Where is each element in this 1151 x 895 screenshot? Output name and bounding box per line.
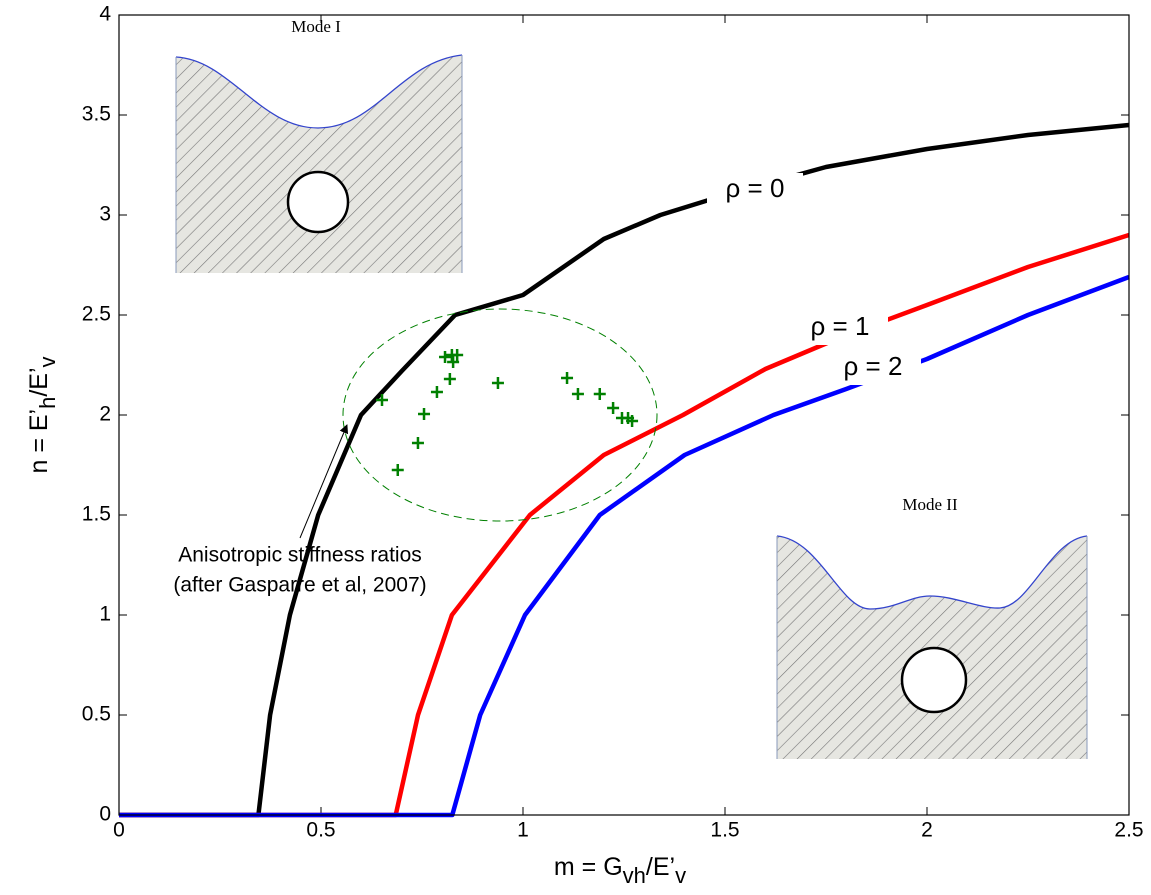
axis-label-part: /E’ bbox=[646, 853, 675, 881]
annotation-arrow bbox=[299, 424, 349, 539]
annotation: Anisotropic stiffness ratios bbox=[178, 544, 422, 567]
inset-mode-2: Mode II bbox=[776, 495, 1088, 759]
line-series bbox=[119, 122, 1130, 818]
x-tick-label: 1.5 bbox=[710, 819, 739, 842]
data-region bbox=[342, 308, 658, 522]
axis-label-part: /E’ bbox=[25, 367, 53, 396]
axis-label-part: n = E’ bbox=[25, 409, 53, 474]
scatter-point bbox=[430, 386, 443, 398]
y-tick-label: 3 bbox=[99, 203, 111, 226]
series-label: ρ = 0 bbox=[726, 173, 785, 203]
label-background bbox=[707, 173, 803, 207]
axis-label-part: m = G bbox=[554, 853, 623, 881]
axis-label-part: vh bbox=[623, 863, 646, 888]
label-background bbox=[792, 311, 888, 345]
plot-area: 0 0.5 1 1.5 2 2.5 0 0.5 1 1.5 2 2.5 3 3.5 4 ρ = 0 ρ = 1 ρ… bbox=[82, 3, 1144, 842]
axis-label-part: v bbox=[35, 356, 60, 367]
annotation: (after Gasparre et al, 2007) bbox=[173, 574, 426, 597]
y-tick-label: 2.5 bbox=[82, 303, 111, 326]
y-tick-label: 2 bbox=[99, 403, 111, 426]
scatter-point bbox=[593, 388, 606, 400]
scatter-point bbox=[443, 373, 456, 385]
line-series bbox=[119, 232, 1130, 818]
scatter-point bbox=[376, 394, 389, 406]
scatter-point bbox=[561, 372, 574, 384]
x-tick-label: 2.5 bbox=[1114, 819, 1143, 842]
scatter-point bbox=[411, 437, 424, 449]
scatter-point bbox=[451, 349, 464, 361]
series-label: ρ = 1 bbox=[811, 311, 870, 341]
y-tick-label: 0.5 bbox=[82, 703, 111, 726]
y-tick-label: 0 bbox=[99, 803, 111, 826]
scatter-point bbox=[447, 356, 460, 368]
scatter-point bbox=[418, 408, 431, 420]
inset-mode-1: Mode I bbox=[175, 17, 463, 273]
scatter-point bbox=[571, 388, 584, 400]
axis-label-part: v bbox=[675, 863, 686, 888]
scatter-point bbox=[439, 351, 452, 363]
x-axis-label: m = Gvh/E’v bbox=[554, 853, 686, 888]
y-tick-label: 3.5 bbox=[82, 103, 111, 126]
y-tick-label: 4 bbox=[99, 3, 111, 26]
x-tick-label: 0 bbox=[113, 819, 125, 842]
x-tick-label: 0.5 bbox=[306, 819, 335, 842]
inset-title: Mode I bbox=[291, 17, 341, 36]
x-tick-label: 2 bbox=[921, 819, 933, 842]
line-series bbox=[119, 274, 1130, 818]
scatter-point bbox=[607, 402, 620, 414]
y-tick-label: 1.5 bbox=[82, 503, 111, 526]
scatter-point bbox=[491, 377, 504, 389]
label-background bbox=[825, 351, 921, 385]
y-tick-label: 1 bbox=[99, 603, 111, 626]
inset-title: Mode II bbox=[902, 495, 958, 514]
x-tick-label: 1 bbox=[517, 819, 529, 842]
plot-frame bbox=[118, 14, 1130, 816]
axis-label-part: h bbox=[35, 397, 60, 409]
scatter-point bbox=[391, 464, 404, 476]
scatter-point bbox=[626, 415, 639, 427]
series-label: ρ = 2 bbox=[844, 351, 903, 381]
y-axis-label: n = E’h/E’v bbox=[25, 356, 60, 473]
